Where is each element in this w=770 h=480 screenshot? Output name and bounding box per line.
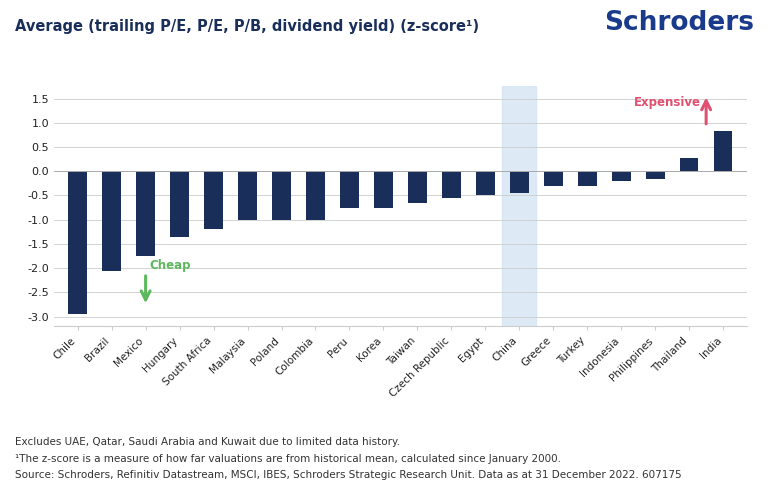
Bar [306,171,325,220]
Bar [136,171,155,256]
Bar [612,171,631,181]
Bar [714,132,732,171]
Text: Cheap: Cheap [149,259,191,272]
Text: Schroders: Schroders [604,10,755,36]
Bar [502,86,536,326]
Bar [408,171,427,203]
Bar [102,171,121,271]
Bar [340,171,359,208]
Bar [442,171,460,198]
Text: ¹The z-score is a measure of how far valuations are from historical mean, calcul: ¹The z-score is a measure of how far val… [15,454,561,464]
Bar [170,171,189,237]
Text: Source: Schroders, Refinitiv Datastream, MSCI, IBES, Schroders Strategic Researc: Source: Schroders, Refinitiv Datastream,… [15,470,682,480]
Bar [272,171,291,220]
Bar [374,171,393,208]
Bar [69,171,87,314]
Bar [510,171,529,193]
Bar [578,171,597,186]
Bar [680,157,698,171]
Bar [238,171,257,220]
Bar [204,171,223,229]
Text: Excludes UAE, Qatar, Saudi Arabia and Kuwait due to limited data history.: Excludes UAE, Qatar, Saudi Arabia and Ku… [15,437,400,447]
Text: Average (trailing P/E, P/E, P/B, dividend yield) (z-score¹): Average (trailing P/E, P/E, P/B, dividen… [15,19,480,34]
Bar [476,171,494,195]
Bar [646,171,665,179]
Text: Expensive: Expensive [634,96,701,109]
Bar [544,171,563,186]
